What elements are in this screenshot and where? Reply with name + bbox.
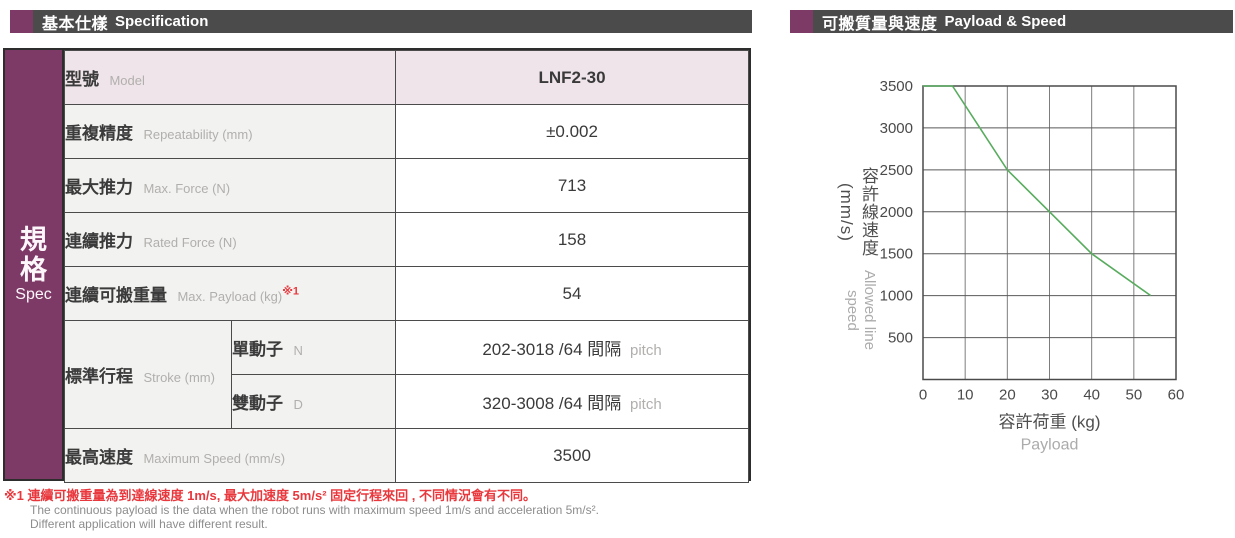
footnote-red: ※1 連續可搬重量為到達線速度 1m/s, 最大加速度 5m/s² 固定行程來回… — [4, 488, 536, 503]
header-accent-square — [790, 10, 813, 33]
x-axis-title-en: Payload — [1021, 437, 1079, 454]
y-axis-title-en: Allowed line speed — [844, 270, 878, 351]
stroke-single-label-cell: 單動子 N — [231, 320, 396, 375]
footnotes: ※1 連續可搬重量為到達線速度 1m/s, 最大加速度 5m/s² 固定行程來回… — [4, 488, 744, 531]
stroke-double-label-zh: 雙動子 — [232, 394, 283, 413]
model-value: LNF2-30 — [538, 67, 606, 87]
stroke-single-label-zh: 單動子 — [232, 340, 283, 359]
table-row-stroke-single: 標準行程 Stroke (mm) 單動子 N 202-3018 /64 間隔 p… — [64, 320, 749, 429]
table-row-rated-force: 連續推力 Rated Force (N) 158 — [64, 212, 749, 267]
stroke-single-label-en: N — [293, 343, 303, 358]
x-tick-label: 20 — [999, 387, 1016, 404]
max-speed-label-cell: 最高速度 Maximum Speed (mm/s) — [64, 428, 396, 483]
table-row-payload: 連續可搬重量 Max. Payload (kg)※1 54 — [64, 266, 749, 321]
rated-force-label-en: Rated Force (N) — [143, 235, 237, 250]
stroke-double-value: 320-3008 /64 間隔 — [482, 394, 622, 413]
stroke-double-value-suffix: pitch — [629, 396, 662, 413]
sidebar-char-1: 規 — [20, 224, 47, 255]
y-tick-label: 1000 — [880, 288, 913, 305]
footnote-en-1: The continuous payload is the data when … — [30, 503, 599, 517]
max-speed-label-zh: 最高速度 — [65, 448, 133, 467]
stroke-double-label-en: D — [293, 397, 303, 412]
sidebar-char-2: 格 — [20, 255, 47, 285]
model-label-cell: 型號 Model — [64, 50, 396, 105]
stroke-double-label-cell: 雙動子 D — [231, 374, 396, 429]
payload-label-zh: 連續可搬重量 — [65, 286, 167, 305]
model-label-en: Model — [109, 73, 145, 88]
payload-value: 54 — [395, 266, 749, 321]
table-row-stroke-double: 雙動子 D 320-3008 /64 間隔 pitch — [65, 374, 749, 429]
payload-speed-section-header: 可搬質量與速度 Payload & Speed — [790, 10, 1233, 33]
repeatability-label-en: Repeatability (mm) — [143, 127, 253, 142]
plot-border — [922, 85, 1177, 381]
rated-force-value: 158 — [395, 212, 749, 267]
payload-label-en: Max. Payload (kg) — [177, 289, 283, 304]
stroke-label-zh: 標準行程 — [65, 367, 133, 386]
max-force-label-zh: 最大推力 — [65, 178, 133, 197]
y-tick-label: 2000 — [880, 204, 913, 221]
max-force-value: 713 — [395, 158, 749, 213]
sidebar-label-en: Spec — [15, 286, 52, 304]
repeatability-label-zh: 重複精度 — [65, 124, 133, 143]
repeatability-value: ±0.002 — [395, 104, 749, 159]
table-row-max-speed: 最高速度 Maximum Speed (mm/s) 3500 — [64, 428, 749, 483]
stroke-single-value-suffix: pitch — [629, 342, 662, 359]
header-accent-square — [10, 10, 33, 33]
chart-y-axis-title: 容許線速度 (mm/s) Allowed line speed — [836, 158, 881, 354]
footnote-en-2: Different application will have differen… — [30, 517, 268, 531]
speed-payload-line — [923, 85, 1152, 297]
model-value-cell: LNF2-30 — [395, 50, 749, 105]
rated-force-label-cell: 連續推力 Rated Force (N) — [64, 212, 396, 267]
repeatability-label-cell: 重複精度 Repeatability (mm) — [64, 104, 396, 159]
spec-sidebar-tab: 規 格 Spec — [5, 50, 64, 479]
y-tick-label: 2500 — [880, 162, 913, 179]
table-row-model: 型號 Model LNF2-30 — [64, 50, 749, 105]
table-row-max-force: 最大推力 Max. Force (N) 713 — [64, 158, 749, 213]
x-tick-label: 30 — [1041, 387, 1058, 404]
stroke-label-cell: 標準行程 Stroke (mm) — [64, 320, 232, 429]
spec-section-header: 基本仕樣 Specification — [10, 10, 752, 33]
spec-header-title-zh: 基本仕樣 — [42, 15, 109, 33]
y-tick-label: 500 — [888, 330, 913, 347]
chart-header-title-en: Payload & Speed — [944, 13, 1067, 30]
stroke-double-value-cell: 320-3008 /64 間隔 pitch — [395, 374, 749, 429]
spec-header-title-en: Specification — [115, 13, 209, 30]
y-axis-title-zh: 容許線速度 (mm/s) — [837, 167, 878, 258]
max-force-label-cell: 最大推力 Max. Force (N) — [64, 158, 396, 213]
y-tick-label: 3000 — [880, 120, 913, 137]
model-label-zh: 型號 — [65, 70, 99, 89]
spec-table-block: 規 格 Spec 型號 Model LNF2-30 重複精度 Repeatabi… — [3, 48, 751, 483]
x-tick-label: 50 — [1125, 387, 1142, 404]
chart-header-title-zh: 可搬質量與速度 — [822, 15, 938, 33]
x-axis-title-zh: 容許荷重 (kg) — [999, 413, 1101, 432]
y-tick-label: 1500 — [880, 246, 913, 263]
payload-speed-chart: 0 10 20 30 40 50 60 500 1000 1500 2000 2500 3000 3500… — [880, 78, 1185, 454]
specification-table: 型號 Model LNF2-30 重複精度 Repeatability (mm)… — [64, 50, 749, 483]
x-tick-label: 0 — [919, 387, 927, 404]
stroke-label-en: Stroke (mm) — [143, 370, 215, 385]
max-speed-label-en: Maximum Speed (mm/s) — [143, 451, 286, 466]
x-tick-label: 40 — [1083, 387, 1100, 404]
stroke-single-value: 202-3018 /64 間隔 — [482, 340, 622, 359]
max-force-label-en: Max. Force (N) — [143, 181, 231, 196]
x-tick-label: 10 — [957, 387, 974, 404]
payload-label-cell: 連續可搬重量 Max. Payload (kg)※1 — [64, 266, 396, 321]
footnote-ref: ※1 — [282, 285, 300, 298]
stroke-single-value-cell: 202-3018 /64 間隔 pitch — [395, 320, 749, 375]
y-tick-label: 3500 — [880, 78, 913, 95]
table-row-repeatability: 重複精度 Repeatability (mm) ±0.002 — [64, 104, 749, 159]
rated-force-label-zh: 連續推力 — [65, 232, 133, 251]
max-speed-value: 3500 — [395, 428, 749, 483]
x-tick-label: 60 — [1168, 387, 1185, 404]
